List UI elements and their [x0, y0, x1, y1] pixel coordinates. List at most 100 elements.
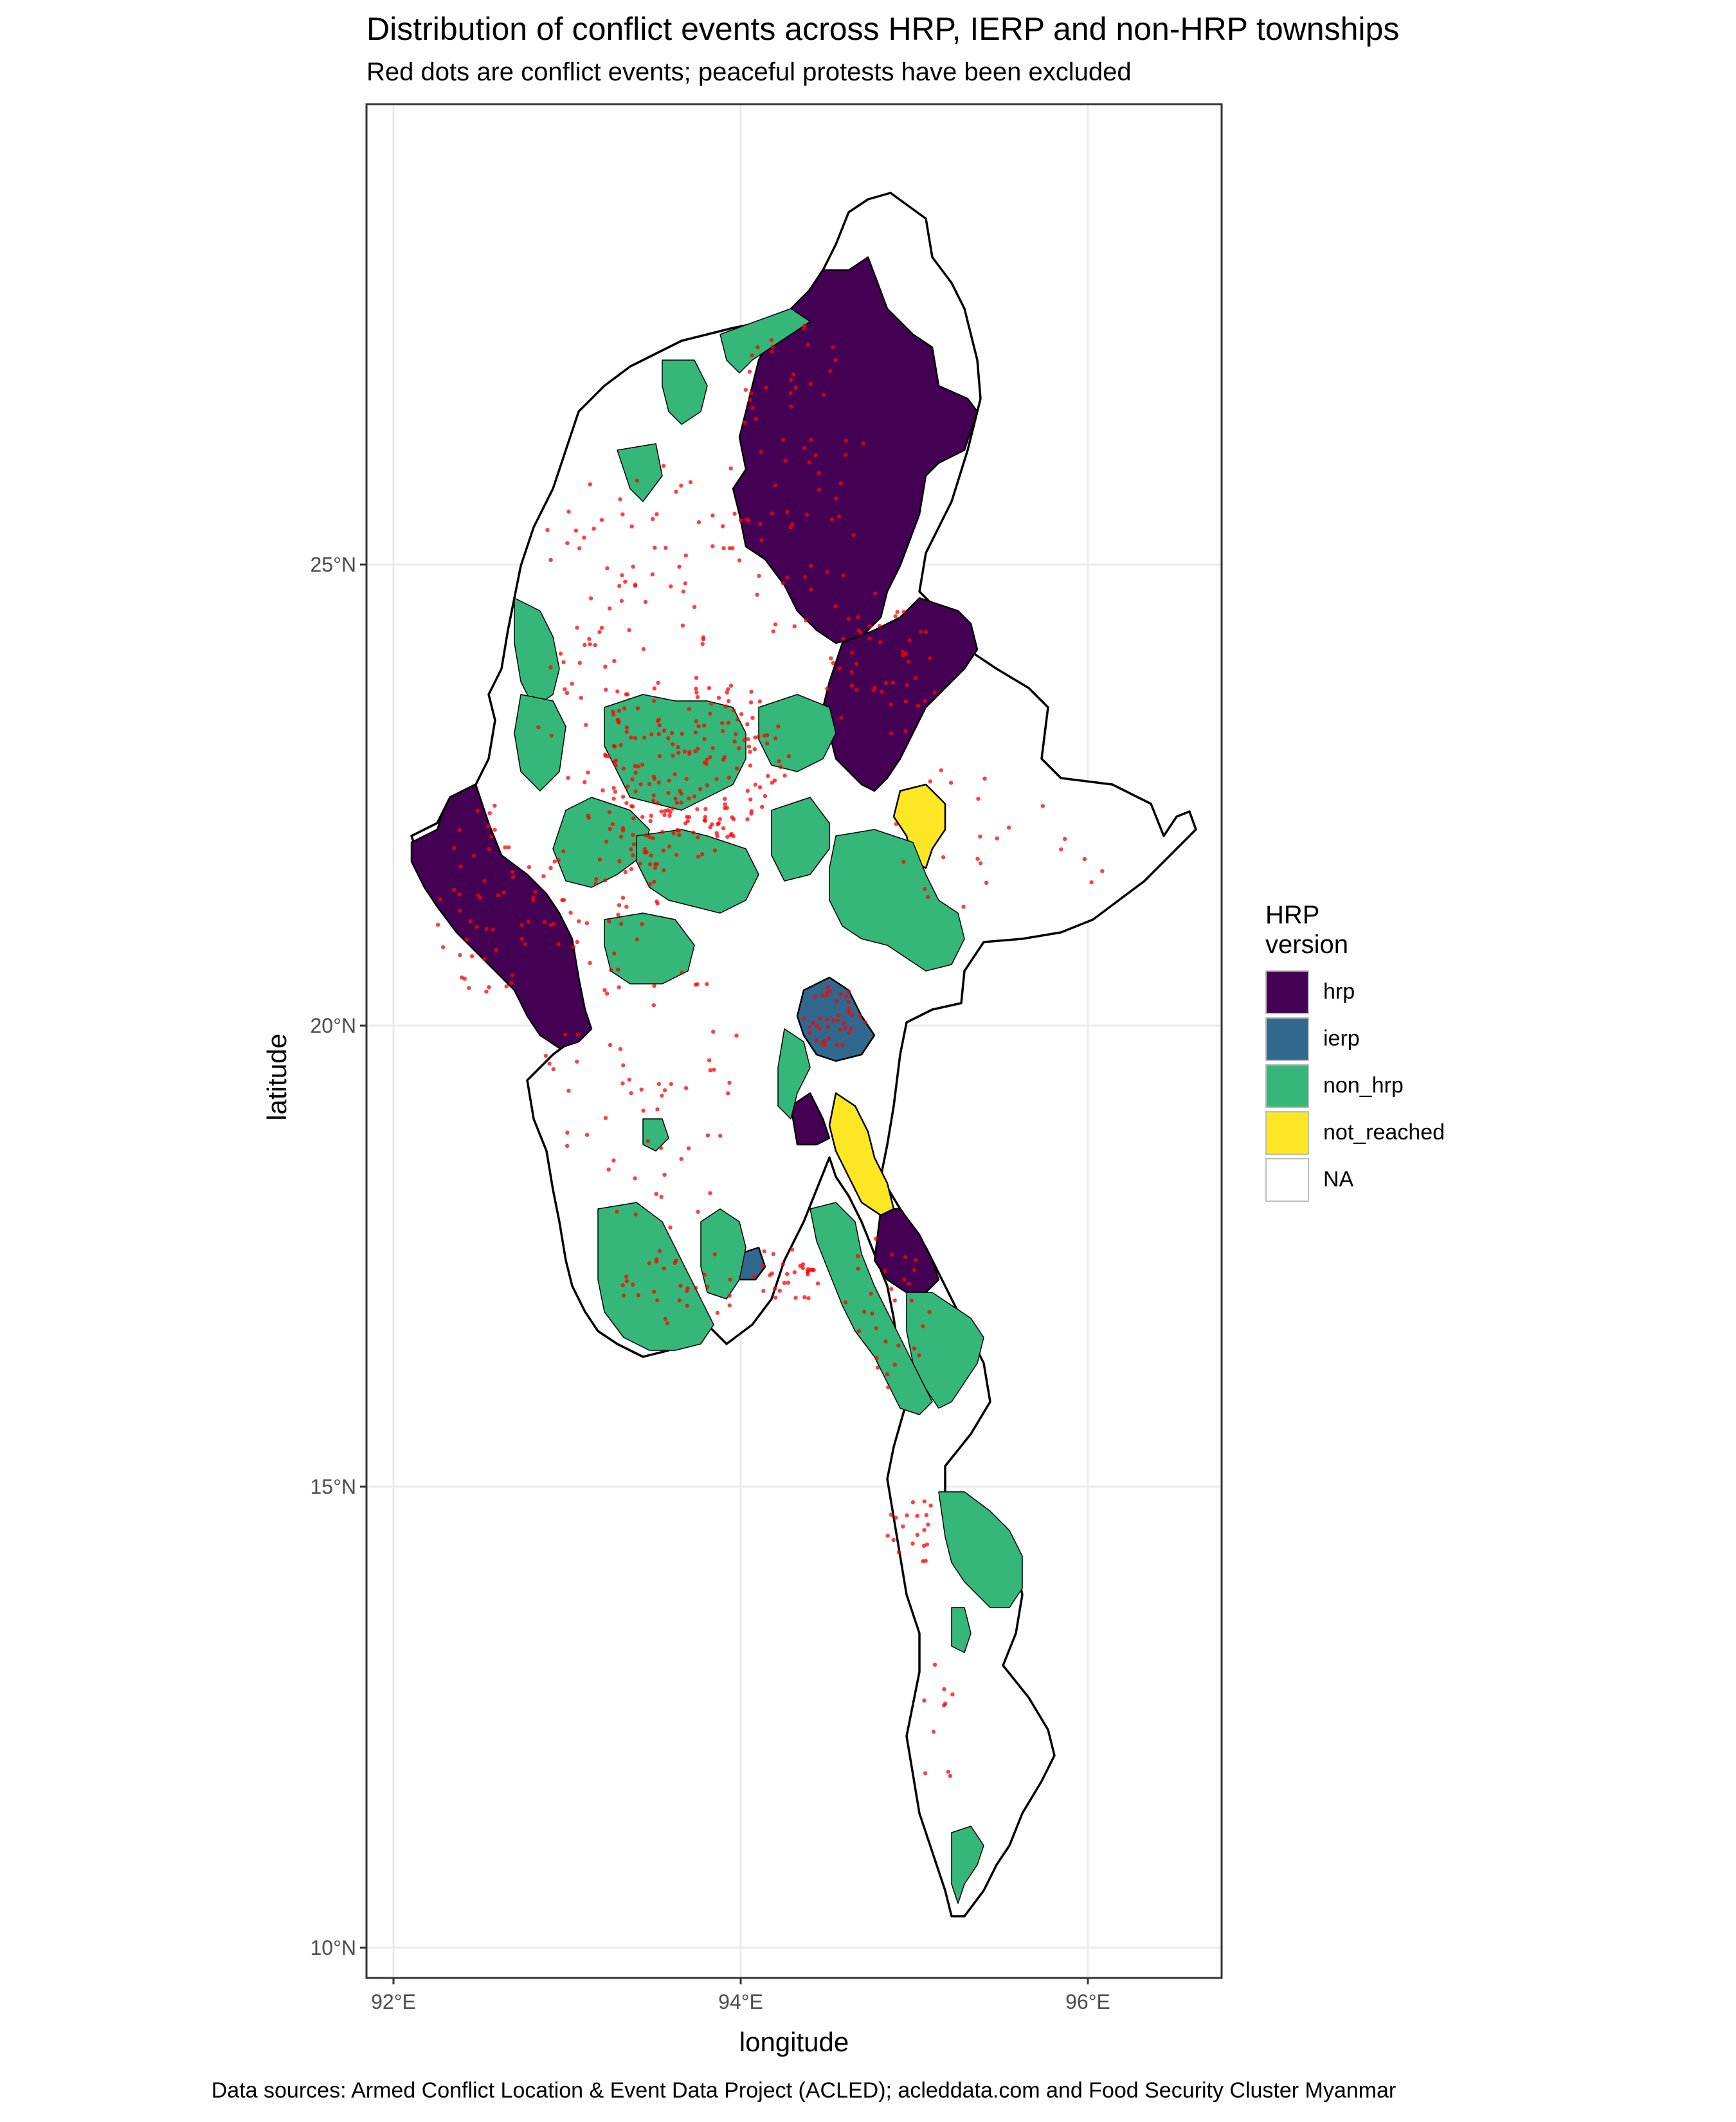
conflict-event-point	[826, 1024, 830, 1029]
conflict-event-point	[863, 1020, 867, 1025]
conflict-event-point	[913, 676, 918, 680]
conflict-event-point	[642, 847, 647, 851]
conflict-event-point	[921, 1543, 927, 1548]
legend-label-not-reached: not_reached	[1323, 1120, 1445, 1145]
conflict-event-point	[825, 1017, 830, 1022]
conflict-event-point	[909, 1298, 914, 1303]
conflict-event-point	[903, 651, 909, 657]
conflict-event-point	[891, 1537, 896, 1543]
conflict-event-point	[1040, 804, 1045, 808]
conflict-event-point	[624, 904, 629, 909]
conflict-event-point	[915, 1532, 920, 1537]
conflict-event-point	[847, 617, 851, 621]
conflict-event-point	[685, 1289, 689, 1293]
conflict-event-point	[563, 1032, 568, 1037]
conflict-event-point	[926, 1522, 930, 1527]
conflict-event-point	[621, 1293, 626, 1298]
conflict-event-point	[789, 404, 793, 409]
conflict-event-point	[502, 890, 507, 895]
conflict-event-point	[885, 1372, 890, 1377]
conflict-event-point	[1089, 880, 1094, 885]
conflict-event-point	[565, 691, 570, 696]
region-kayin-hrp	[873, 1208, 940, 1294]
conflict-event-point	[792, 624, 797, 629]
conflict-event-point	[695, 694, 700, 700]
conflict-event-point	[612, 658, 617, 664]
conflict-event-point	[640, 815, 645, 819]
conflict-event-point	[654, 1259, 659, 1264]
conflict-event-point	[674, 853, 679, 857]
conflict-event-point	[661, 464, 666, 468]
conflict-event-point	[772, 778, 777, 783]
conflict-event-point	[464, 938, 469, 942]
y-tick-label: 25°N	[311, 553, 357, 576]
conflict-event-point	[791, 372, 795, 377]
data-source-caption: Data sources: Armed Conflict Location & …	[211, 2078, 1397, 2103]
conflict-event-point	[617, 709, 622, 713]
conflict-event-point	[547, 1062, 552, 1066]
conflict-event-point	[922, 1499, 927, 1504]
conflict-event-point	[579, 696, 583, 700]
conflict-event-point	[620, 1081, 625, 1086]
conflict-event-point	[575, 939, 579, 945]
conflict-event-point	[838, 992, 844, 997]
conflict-event-point	[633, 736, 638, 741]
conflict-event-point	[644, 833, 648, 838]
conflict-event-point	[821, 392, 826, 397]
map-subtitle: Red dots are conflict events; peaceful p…	[366, 58, 1132, 86]
conflict-event-point	[669, 1082, 674, 1087]
conflict-event-point	[720, 721, 725, 725]
legend: HRP version hrp ierp non_hrp not_reached…	[1265, 900, 1445, 1203]
conflict-event-point	[617, 985, 621, 990]
conflict-event-point	[803, 575, 808, 579]
conflict-event-point	[613, 790, 618, 794]
conflict-event-point	[471, 853, 476, 858]
y-tick-label: 20°N	[311, 1014, 357, 1037]
conflict-event-point	[711, 1029, 716, 1034]
conflict-event-point	[649, 813, 653, 818]
conflict-event-point	[452, 887, 457, 893]
conflict-event-point	[629, 735, 633, 740]
conflict-event-point	[889, 1287, 894, 1291]
conflict-event-point	[686, 1146, 691, 1151]
conflict-event-point	[617, 859, 622, 864]
conflict-event-point	[662, 729, 667, 733]
conflict-event-point	[732, 511, 737, 516]
conflict-event-point	[773, 483, 777, 487]
conflict-event-point	[928, 1503, 933, 1508]
conflict-event-point	[849, 1026, 854, 1031]
conflict-event-point	[842, 1020, 846, 1026]
conflict-event-point	[781, 581, 786, 586]
conflict-event-point	[923, 887, 927, 891]
conflict-event-point	[890, 1253, 894, 1257]
conflict-event-point	[698, 786, 703, 792]
conflict-event-point	[783, 458, 788, 463]
conflict-event-point	[892, 1363, 898, 1367]
conflict-event-point	[641, 1109, 646, 1113]
conflict-event-point	[722, 755, 727, 759]
conflict-event-point	[673, 796, 678, 801]
conflict-event-point	[696, 747, 700, 751]
conflict-event-point	[781, 1262, 785, 1267]
conflict-event-point	[769, 338, 774, 343]
conflict-event-point	[802, 1295, 807, 1300]
region-non-hrp	[771, 797, 830, 882]
conflict-event-point	[631, 1282, 635, 1287]
conflict-event-point	[939, 768, 944, 773]
conflict-event-point	[841, 573, 846, 577]
conflict-event-point	[734, 766, 739, 771]
conflict-event-point	[813, 994, 817, 999]
conflict-event-point	[900, 649, 905, 654]
legend-label-non-hrp: non_hrp	[1323, 1073, 1404, 1098]
conflict-event-point	[648, 819, 653, 824]
conflict-event-point	[622, 706, 627, 711]
conflict-event-point	[668, 810, 673, 815]
conflict-event-point	[669, 584, 673, 589]
conflict-event-point	[831, 345, 835, 350]
conflict-event-point	[655, 1107, 660, 1112]
conflict-event-point	[651, 798, 656, 803]
conflict-event-point	[552, 859, 557, 864]
conflict-event-point	[607, 810, 611, 815]
conflict-event-point	[520, 923, 524, 927]
conflict-event-point	[831, 1018, 836, 1022]
